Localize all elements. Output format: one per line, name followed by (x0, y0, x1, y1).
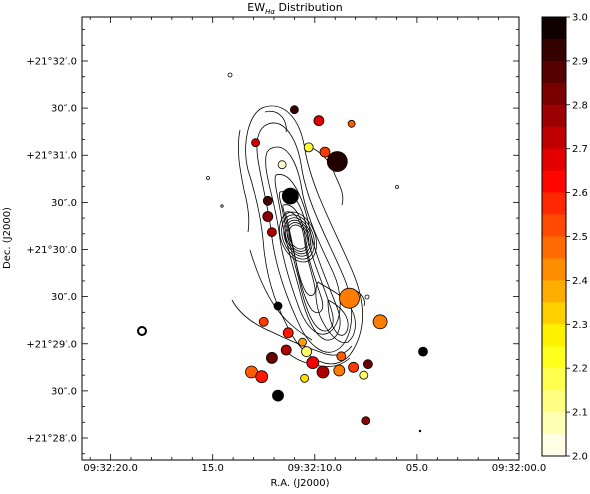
data-point (273, 301, 283, 311)
data-point (298, 337, 307, 347)
data-point (255, 370, 269, 384)
y-tick-label: 30″.0 (51, 104, 77, 115)
colorbar-tick-label: 3.0 (572, 13, 588, 24)
colorbar-segment (542, 148, 566, 172)
y-tick-label: 30″.0 (51, 198, 77, 209)
colorbar-segment (542, 104, 566, 128)
colorbar-tick-label: 2.5 (572, 232, 588, 243)
data-point (301, 346, 313, 358)
colorbar-tick-label: 2.7 (572, 144, 588, 155)
data-point (361, 416, 371, 426)
colorbar-segment (542, 258, 566, 281)
data-point (281, 187, 299, 205)
data-point (251, 138, 261, 148)
data-points (245, 105, 428, 426)
colorbar-segment (542, 302, 566, 325)
colorbar-segment (542, 324, 566, 347)
data-point (280, 344, 292, 356)
data-point (418, 346, 428, 357)
y-tick-label: +21°28′.0 (26, 434, 77, 445)
data-point (316, 365, 330, 379)
data-point (300, 373, 310, 383)
colorbar-segment (542, 368, 566, 391)
colorbar-segment (542, 390, 566, 413)
colorbar-segment (542, 280, 566, 303)
colorbar-segment (542, 434, 566, 457)
data-point (319, 146, 331, 158)
colorbar-tick-label: 2.3 (572, 320, 588, 331)
data-point (303, 142, 314, 153)
x-tick-label: 15.0 (202, 463, 224, 474)
data-point (336, 351, 347, 362)
colorbar-tick-label: 2.8 (572, 100, 588, 111)
data-point (359, 370, 369, 380)
colorbar-segment (542, 192, 566, 216)
x-tick-label: 05.0 (406, 463, 428, 474)
x-tick-label: 09:32:10.0 (288, 463, 342, 474)
colorbar-tick-label: 2.9 (572, 56, 588, 67)
data-point (277, 160, 287, 170)
data-point (347, 119, 356, 128)
y-axis-label: Dec. (J2000) (2, 207, 13, 269)
y-tick-label: 30″.0 (51, 386, 77, 397)
data-point (272, 389, 284, 402)
plot-frame (81, 16, 520, 461)
colorbar-segment (542, 17, 566, 40)
y-tick-label: +21°29′.0 (26, 339, 77, 350)
x-tick-label: 09:32:00.0 (492, 463, 546, 474)
data-point (313, 115, 325, 127)
data-point (282, 327, 294, 339)
colorbar-segment (542, 82, 566, 106)
data-point (262, 211, 274, 222)
colorbar-tick-label: 2.4 (572, 276, 588, 287)
colorbar-segment (542, 38, 566, 62)
data-point (333, 364, 346, 377)
y-tick-label: +21°30′.0 (26, 245, 77, 256)
chart-title: EWHα Distribution (247, 1, 342, 16)
data-point (362, 359, 373, 370)
y-tick-label: 30″.0 (51, 292, 77, 303)
data-point (265, 351, 278, 364)
x-axis-label: R.A. (J2000) (271, 478, 330, 489)
data-point (326, 151, 348, 172)
data-point (266, 227, 277, 238)
data-point (262, 195, 273, 206)
colorbar-segment (542, 346, 566, 369)
x-axis-ticks: 09:32:20.0 15.0 09:32:10.0 05.0 09:32:00.0 (83, 17, 546, 474)
data-point (348, 361, 360, 373)
colorbar-segment (542, 60, 566, 84)
data-point (289, 105, 299, 115)
colorbar-tick-label: 2.1 (572, 408, 588, 419)
y-tick-label: +21°31′.0 (26, 151, 77, 162)
colorbar-segment (542, 214, 566, 237)
data-point (258, 316, 269, 327)
colorbar-segment (542, 412, 566, 435)
y-axis-ticks: +21°32′.0 30″.0 +21°31′.0 30″.0 +21°30′.0 30″… (26, 29, 519, 455)
colorbar-tick-label: 2.2 (572, 364, 588, 375)
open-circle-marker (137, 326, 147, 336)
data-point (306, 356, 320, 370)
y-tick-label: +21°32′.0 (26, 56, 77, 67)
colorbar-segment (542, 126, 566, 150)
data-point (372, 314, 388, 330)
colorbar (542, 17, 566, 457)
colorbar-tick-label: 2.0 (572, 452, 588, 463)
small-point-marker (418, 429, 422, 433)
colorbar-segment (542, 170, 566, 194)
colorbar-ticks: 3.0 2.9 2.8 2.7 2.6 2.5 2.4 2.3 2.2 2.1 2.0 (566, 13, 588, 463)
data-point (339, 287, 360, 309)
x-tick-label: 09:32:20.0 (83, 463, 137, 474)
colorbar-tick-label: 2.6 (572, 188, 588, 199)
colorbar-segment (542, 236, 566, 259)
